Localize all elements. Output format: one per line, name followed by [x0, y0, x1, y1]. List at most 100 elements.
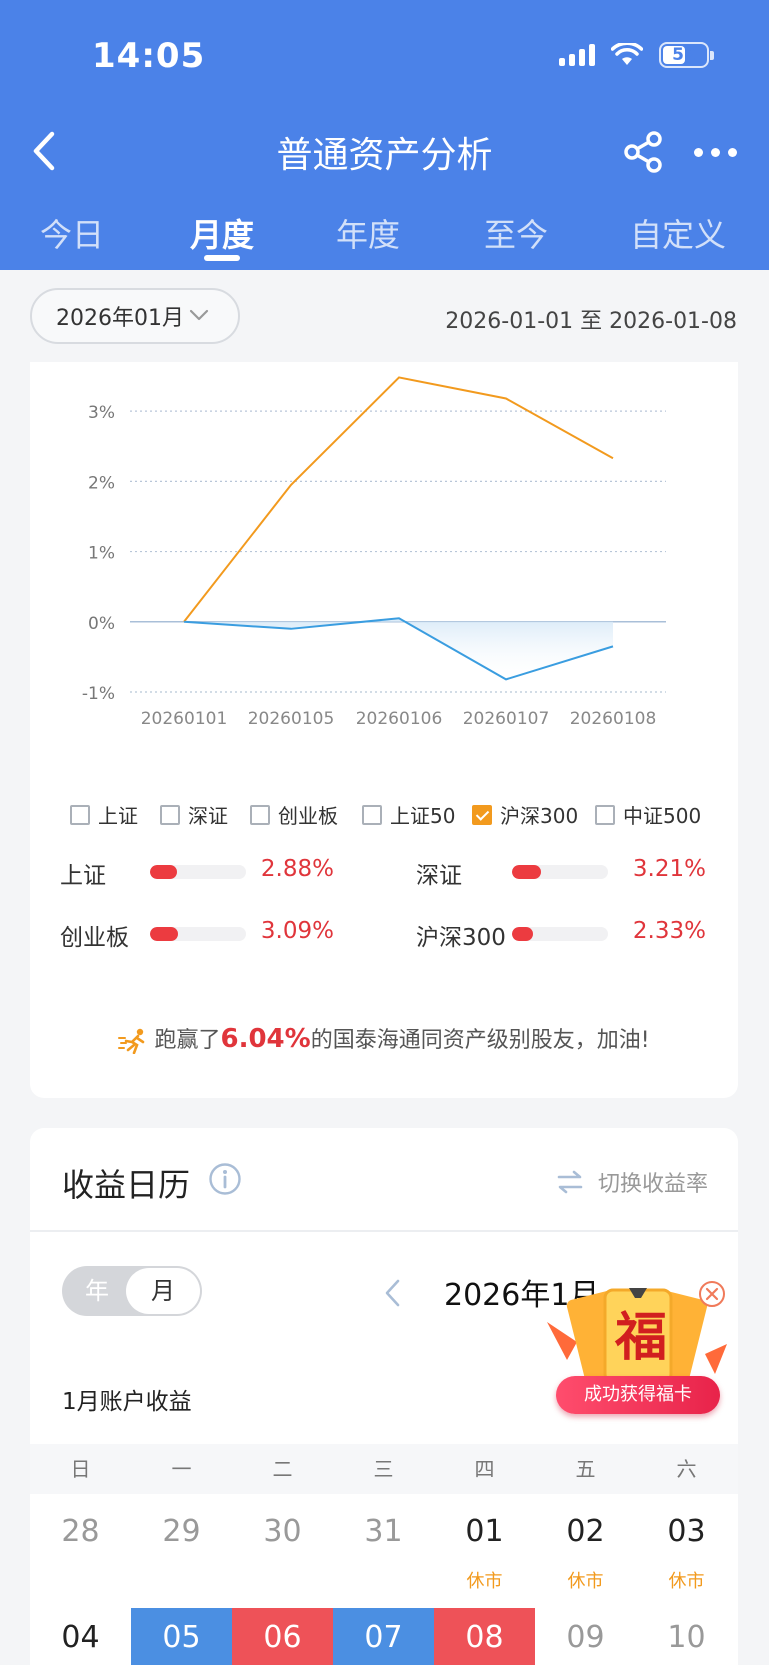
weekday-sat: 六	[676, 1457, 697, 1481]
weekday-thu: 四	[474, 1457, 495, 1481]
swap-icon	[557, 1170, 583, 1194]
close-icon[interactable]	[698, 1280, 726, 1308]
period-tabs: 今日 月度 年度 至今 自定义	[0, 210, 769, 270]
legend-label-sz50: 上证50	[390, 804, 456, 828]
tab-monthly[interactable]: 月度	[190, 216, 255, 254]
calendar-day[interactable]: 02 休市	[535, 1502, 636, 1602]
legend-zz500[interactable]: 中证500	[595, 800, 701, 829]
more-icon[interactable]	[694, 140, 738, 164]
weekday-mon: 一	[171, 1457, 192, 1481]
y-tick-label: 3%	[88, 403, 115, 423]
account-return-line	[183, 376, 614, 623]
toggle-year[interactable]: 年	[85, 1277, 109, 1305]
y-tick-label: -1%	[82, 684, 115, 704]
tab-yearly[interactable]: 年度	[336, 216, 401, 254]
chart-legend: 上证 深证 创业板 上证50 沪深300 中证500	[30, 800, 738, 836]
calendar-day-loss[interactable]: 05	[131, 1608, 232, 1665]
y-tick-label: 0%	[88, 614, 115, 634]
x-tick-label: 20260105	[248, 709, 335, 729]
info-icon[interactable]	[208, 1162, 242, 1196]
toggle-month[interactable]: 月	[126, 1268, 200, 1314]
market-closed-label: 休市	[466, 1571, 503, 1592]
tab-custom[interactable]: 自定义	[630, 216, 727, 254]
fu-card-label[interactable]: 成功获得福卡	[556, 1376, 720, 1414]
calendar-day[interactable]: 30	[263, 1514, 302, 1549]
month-selector[interactable]: 2026年01月	[30, 288, 240, 344]
weekday-fri: 五	[575, 1457, 596, 1481]
return-line-chart: 3% 2% 1% 0% -1% 20260101 20260105 20260106 20260…	[82, 376, 666, 729]
bench-bar-cyb	[150, 927, 246, 941]
date-range: 2026-01-01 至 2026-01-08	[445, 309, 737, 334]
bench-label-sz: 深证	[416, 863, 462, 889]
checkbox-cyb	[250, 804, 270, 825]
calendar-day-gain[interactable]: 06	[232, 1608, 333, 1665]
y-tick-label: 2%	[88, 473, 115, 493]
bench-label-cyb: 创业板	[60, 925, 129, 951]
weekday-tue: 二	[272, 1457, 293, 1481]
legend-label-zz500: 中证500	[623, 804, 702, 828]
market-closed-label: 休市	[567, 1571, 604, 1592]
beat-prefix: 跑赢了	[154, 1028, 221, 1053]
signal-icon	[559, 44, 595, 66]
weekday-sun: 日	[70, 1457, 91, 1481]
legend-sh[interactable]: 上证	[70, 800, 138, 829]
legend-label-hs300: 沪深300	[500, 804, 579, 828]
legend-hs300[interactable]: 沪深300	[472, 800, 578, 829]
benchmark-line	[183, 617, 614, 681]
bench-value-sz: 3.21%	[632, 856, 706, 882]
switch-rate-label: 切换收益率	[597, 1172, 708, 1197]
calendar-title: 收益日历	[62, 1166, 191, 1204]
battery-icon: 52	[659, 42, 714, 68]
divider	[30, 1230, 738, 1232]
checkbox-sz	[160, 804, 180, 825]
tab-today[interactable]: 今日	[40, 216, 105, 254]
year-month-toggle: 年 月	[62, 1266, 202, 1316]
calendar-day[interactable]: 01 休市	[434, 1502, 535, 1602]
checkbox-sz50	[362, 804, 382, 825]
calendar-day[interactable]: 28	[61, 1514, 100, 1549]
share-icon[interactable]	[622, 130, 666, 174]
tab-to-date[interactable]: 至今	[484, 216, 549, 254]
active-tab-indicator	[204, 255, 240, 261]
bench-value-hs300: 2.33%	[632, 918, 706, 944]
status-icons: 52	[559, 42, 714, 68]
calendar-day-gain[interactable]: 08	[434, 1608, 535, 1665]
beat-suffix: 的国泰海通同资产级别股友，加油!	[310, 1028, 650, 1053]
y-tick-label: 1%	[88, 544, 115, 564]
checkbox-zz500	[595, 804, 615, 825]
bench-label-hs300: 沪深300	[416, 925, 506, 951]
checkbox-sh	[70, 804, 90, 825]
chevron-down-icon	[189, 309, 209, 321]
calendar-day[interactable]: 04	[61, 1620, 100, 1655]
legend-label-cyb: 创业板	[278, 804, 338, 828]
legend-sz[interactable]: 深证	[160, 800, 228, 829]
account-income-label: 1月账户收益	[62, 1389, 192, 1415]
app-header: 14:05 52 普通资产分析 今日 月度 年度 至今 自定义	[0, 0, 769, 270]
bench-value-sh: 2.88%	[260, 856, 334, 882]
weekday-header: 日 一 二 三 四 五 六	[30, 1444, 738, 1494]
calendar-day[interactable]: 09	[566, 1620, 605, 1655]
legend-cyb[interactable]: 创业板	[250, 800, 338, 829]
x-tick-label: 20260101	[141, 709, 228, 729]
fu-character: 福	[614, 1307, 667, 1368]
x-tick-label: 20260108	[570, 709, 657, 729]
bench-bar-sh	[150, 865, 246, 879]
prev-month-arrow-icon[interactable]	[382, 1278, 404, 1308]
switch-rate-button[interactable]: 切换收益率	[556, 1166, 708, 1198]
calendar-day[interactable]: 03 休市	[636, 1502, 737, 1602]
calendar-day-loss[interactable]: 07	[333, 1608, 434, 1665]
calendar-day[interactable]: 29	[162, 1514, 201, 1549]
month-selector-label: 2026年01月	[56, 306, 184, 331]
wifi-icon	[611, 43, 643, 65]
market-closed-label: 休市	[668, 1571, 705, 1592]
bench-bar-hs300	[512, 927, 608, 941]
chart-card: 3% 2% 1% 0% -1% 20260101 20260105 20260106 20260…	[30, 362, 738, 1098]
back-arrow-icon[interactable]	[26, 128, 66, 174]
legend-label-sz: 深证	[188, 804, 228, 828]
calendar-day[interactable]: 31	[364, 1514, 403, 1549]
legend-sz50[interactable]: 上证50	[362, 800, 455, 829]
page-title: 普通资产分析	[276, 135, 493, 176]
bench-value-cyb: 3.09%	[260, 918, 334, 944]
calendar-day[interactable]: 10	[667, 1620, 706, 1655]
status-time: 14:05	[92, 36, 206, 76]
